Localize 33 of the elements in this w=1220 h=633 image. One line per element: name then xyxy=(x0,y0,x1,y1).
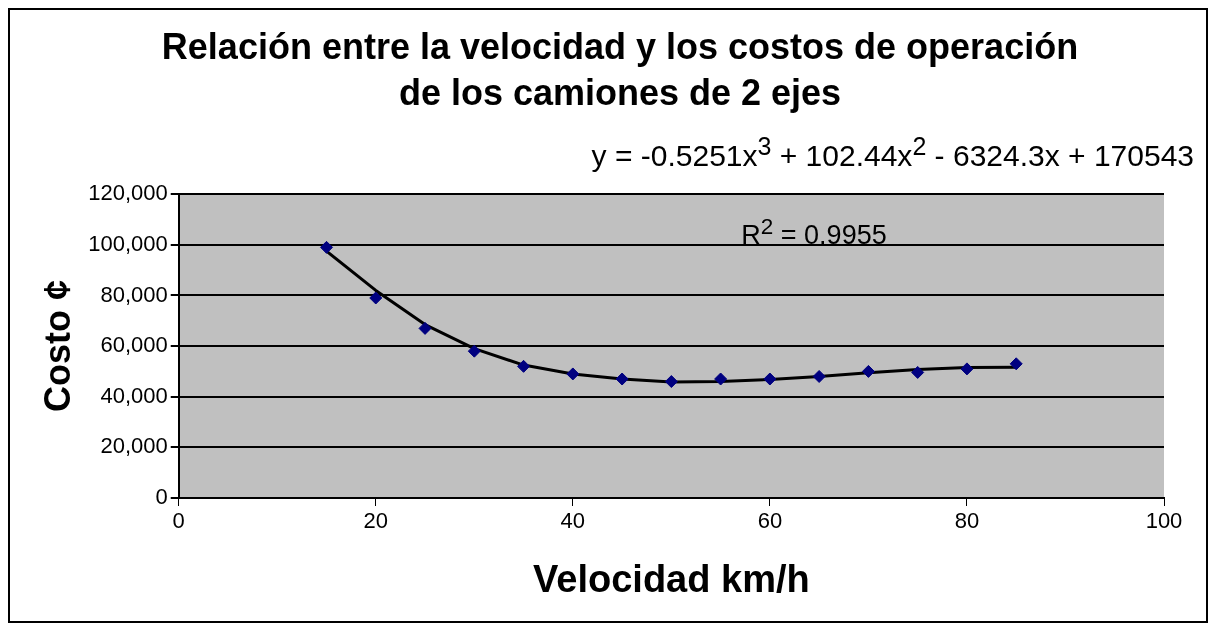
point xyxy=(369,291,383,305)
point xyxy=(861,364,875,378)
point xyxy=(664,375,678,389)
x-axis-title: Velocidad km/h xyxy=(533,557,810,600)
x-tick-label: 60 xyxy=(757,508,783,534)
x-tick-label: 0 xyxy=(172,508,185,534)
point xyxy=(467,344,481,358)
point xyxy=(1009,357,1023,371)
y-tick-label: 60,000 xyxy=(100,332,168,358)
point xyxy=(418,321,432,335)
point xyxy=(517,359,531,373)
y-tick-label: 40,000 xyxy=(100,382,168,408)
y-tick-label: 100,000 xyxy=(88,230,168,256)
y-tick-label: 80,000 xyxy=(100,281,168,307)
text: y = -0.5251x$^{3}$ + 102.44x$^{2}$ - 6324.3x + 170543 xyxy=(590,131,1194,174)
point xyxy=(911,365,925,379)
point xyxy=(960,362,974,376)
x-tick-label: 40 xyxy=(560,508,586,534)
chart-title: Relación entre la velocidad y los costos de operación de los camiones de 2 ejes xyxy=(160,25,1080,115)
y-tick-label: 20,000 xyxy=(100,433,168,459)
x-tick-label: 80 xyxy=(954,508,980,534)
point xyxy=(812,369,826,383)
point xyxy=(320,240,334,254)
point xyxy=(615,372,629,386)
y-tick-label: 120,000 xyxy=(88,180,168,206)
point xyxy=(714,372,728,386)
annotation: R$^{2}$ = 0.9955 xyxy=(740,213,888,252)
x-tick-label: 100 xyxy=(1145,508,1183,534)
y-axis-title: Costo ¢ xyxy=(36,280,78,413)
point xyxy=(566,367,580,381)
point xyxy=(763,372,777,386)
y-tick-label: 0 xyxy=(155,484,168,510)
x-tick-label: 20 xyxy=(363,508,389,534)
